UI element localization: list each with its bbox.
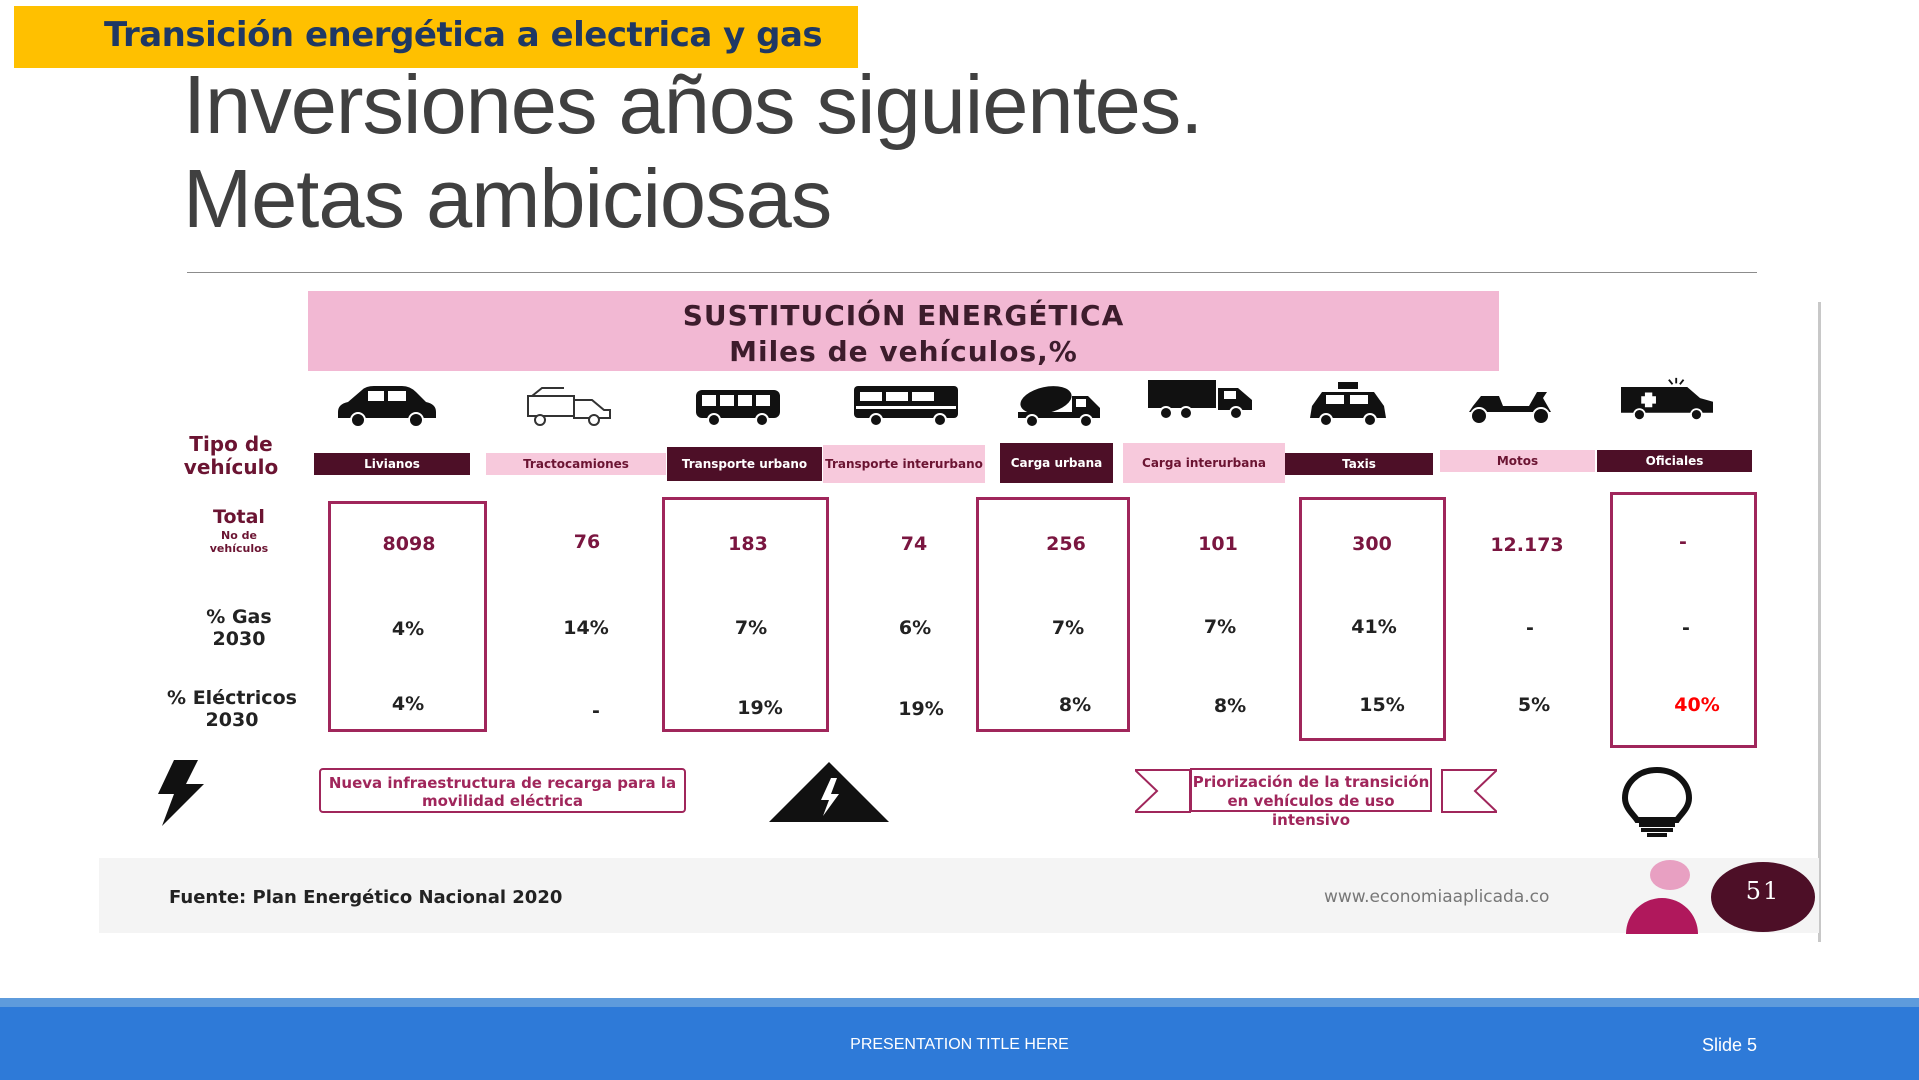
slide-title: Inversiones años siguientes. Metas ambic… [183, 58, 1203, 246]
banner-title: SUSTITUCIÓN ENERGÉTICA [682, 299, 1125, 332]
source-url: www.economiaaplicada.co [1324, 887, 1550, 907]
presentation-title: PRESENTATION TITLE HERE [850, 1036, 1069, 1053]
label-motos: Motos [1440, 450, 1595, 472]
gas-transporte-urbano: 7% [734, 617, 768, 639]
row-header-tipo: Tipo de vehículo [183, 432, 279, 479]
gas-motos: - [1526, 617, 1534, 639]
label-tractocamiones: Tractocamiones [486, 453, 666, 475]
banner-subtitle: Miles de vehículos,% [729, 335, 1078, 368]
gas-carga-interurbana: 7% [1203, 616, 1237, 638]
car-icon [338, 386, 436, 428]
note-recharge-infrastructure: Nueva infraestructura de recarga para la… [319, 768, 686, 813]
elec-oficiales: 40% [1674, 694, 1720, 716]
bus-icon [696, 390, 780, 427]
gas-transporte-interurbano: 6% [898, 617, 932, 639]
slide-title-line1: Inversiones años siguientes. [183, 58, 1203, 151]
elec-motos: 5% [1517, 694, 1551, 716]
highlight-box-transporte-urbano [662, 497, 829, 732]
label-livianos: Livianos [314, 453, 470, 475]
slide-title-line2: Metas ambiciosas [183, 152, 832, 245]
elec-carga-interurbana: 8% [1213, 695, 1247, 717]
gas-livianos: 4% [391, 618, 425, 640]
total-carga-interurbana: 101 [1198, 533, 1238, 555]
row-header-gas: % Gas 2030 [206, 606, 272, 650]
elec-tractocamiones: - [592, 700, 600, 722]
elec-transporte-interurbano: 19% [898, 698, 944, 720]
label-transporte-urbano: Transporte urbano [667, 447, 822, 481]
footer-accent-line [0, 998, 1919, 1007]
row-header-total-sub: No de vehículos [209, 529, 269, 555]
title-divider [187, 272, 1757, 273]
label-carga-urbana: Carga urbana [1000, 443, 1113, 483]
total-transporte-urbano: 183 [728, 533, 768, 555]
section-tag: Transición energética a electrica y gas [14, 6, 858, 68]
ambulance-icon [1621, 377, 1713, 422]
gas-carga-urbana: 7% [1051, 617, 1085, 639]
embedded-infographic: SUSTITUCIÓN ENERGÉTICA Miles de vehículo… [99, 290, 1821, 942]
source-text: Fuente: Plan Energético Nacional 2020 [169, 887, 563, 908]
note-intensive-use-text: Priorización de la transición en vehícul… [1190, 768, 1432, 829]
total-motos: 12.173 [1490, 534, 1564, 556]
scooter-icon [1469, 392, 1551, 425]
label-oficiales: Oficiales [1597, 450, 1752, 472]
total-tractocamiones: 76 [573, 531, 601, 553]
lightning-icon [158, 760, 204, 826]
lightbulb-icon [1621, 766, 1693, 837]
note-intensive-use-priority: Priorización de la transición en vehícul… [1135, 766, 1497, 829]
coach-icon [854, 386, 958, 427]
mixer-truck-icon [1018, 386, 1100, 428]
highlight-box-livianos [328, 501, 487, 732]
total-carga-urbana: 256 [1046, 533, 1086, 555]
elec-taxis: 15% [1359, 694, 1405, 716]
highlight-box-taxis [1299, 497, 1446, 741]
total-livianos: 8098 [382, 533, 436, 555]
high-voltage-icon [769, 762, 889, 822]
label-carga-interurbana: Carga interurbana [1123, 443, 1285, 483]
lorry-icon [1148, 380, 1252, 420]
row-header-elec: % Eléctricos 2030 [167, 687, 297, 731]
section-tag-text: Transición energética a electrica y gas [104, 15, 823, 55]
highlight-box-oficiales [1610, 492, 1757, 748]
decor-dot-pink [1650, 860, 1690, 890]
slide-number: Slide 5 [1701, 1035, 1757, 1055]
image-edge [1818, 302, 1821, 942]
highlight-box-carga-urbana [976, 497, 1130, 732]
taxi-icon [1310, 382, 1386, 427]
gas-taxis: 41% [1351, 616, 1397, 638]
infographic-footer [99, 858, 1819, 933]
label-transporte-interurbano: Transporte interurbano [823, 445, 985, 483]
total-taxis: 300 [1352, 533, 1392, 555]
elec-transporte-urbano: 19% [737, 697, 783, 719]
row-header-total: Total [213, 506, 265, 528]
truck-outline-icon [527, 387, 611, 426]
total-transporte-interurbano: 74 [900, 533, 928, 555]
footer-bar: PRESENTATION TITLE HERE Slide 5 [0, 998, 1919, 1080]
gas-oficiales: - [1682, 617, 1690, 639]
gas-tractocamiones: 14% [563, 617, 609, 639]
elec-livianos: 4% [391, 693, 425, 715]
total-oficiales: - [1679, 531, 1687, 553]
ribbon-shape [1135, 769, 1497, 813]
infographic-banner: SUSTITUCIÓN ENERGÉTICA Miles de vehículo… [308, 291, 1499, 371]
page-number-badge: 51 [1711, 862, 1815, 932]
elec-carga-urbana: 8% [1058, 694, 1092, 716]
label-taxis: Taxis [1285, 453, 1433, 475]
